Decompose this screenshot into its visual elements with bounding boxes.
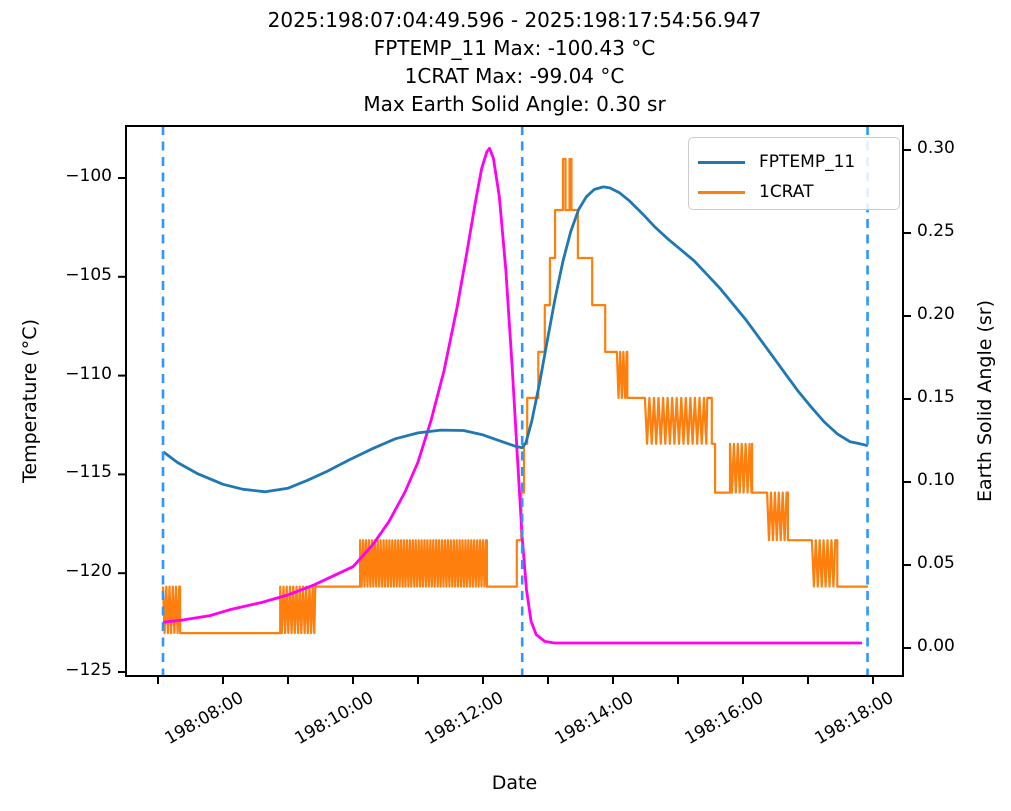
series-line-fptemp-11	[162, 185, 869, 494]
legend-entry-fptemp11: FPTEMP_11	[698, 147, 889, 177]
y-right-tick-label: 0.15	[917, 387, 955, 407]
y-left-tick-label: −120	[65, 561, 112, 581]
legend-label-1crat: 1CRAT	[759, 182, 814, 202]
title-line-fptemp-max: FPTEMP_11 Max: -100.43 °C	[373, 36, 656, 60]
y-left-tick-label: −125	[65, 660, 112, 680]
legend-entry-1crat: 1CRAT	[698, 177, 889, 207]
series-line-1crat	[161, 157, 868, 635]
legend-label-fptemp11: FPTEMP_11	[759, 152, 856, 172]
y-right-tick-label: 0.20	[917, 304, 955, 324]
y-axis-label-left: Temperature (°C)	[19, 319, 41, 483]
legend-line-sample-fptemp11	[698, 160, 745, 164]
y-left-tick-label: −100	[65, 166, 112, 186]
legend: FPTEMP_11 1CRAT	[688, 137, 900, 210]
y-right-tick-label: 0.10	[917, 470, 955, 490]
y-left-tick-label: −105	[65, 265, 112, 285]
y-left-tick-label: −110	[65, 364, 112, 384]
y-left-tick-label: −115	[65, 462, 112, 482]
legend-line-sample-1crat	[698, 190, 745, 194]
chart-title: 2025:198:07:04:49.596 - 2025:198:17:54:5…	[126, 6, 903, 118]
x-axis-label: Date	[491, 772, 538, 794]
y-axis-label-right: Earth Solid Angle (sr)	[974, 300, 996, 502]
title-line-solid-angle-max: Max Earth Solid Angle: 0.30 sr	[363, 92, 666, 116]
title-line-1crat-max: 1CRAT Max: -99.04 °C	[404, 64, 625, 88]
y-right-tick-label: 0.00	[917, 636, 955, 656]
y-right-tick-label: 0.30	[917, 138, 955, 158]
title-line-timerange: 2025:198:07:04:49.596 - 2025:198:17:54:5…	[267, 8, 762, 32]
series-line-earth-solid-angle	[163, 146, 862, 645]
plot-spines	[125, 125, 904, 677]
y-right-tick-label: 0.25	[917, 221, 955, 241]
y-right-tick-label: 0.05	[917, 553, 955, 573]
